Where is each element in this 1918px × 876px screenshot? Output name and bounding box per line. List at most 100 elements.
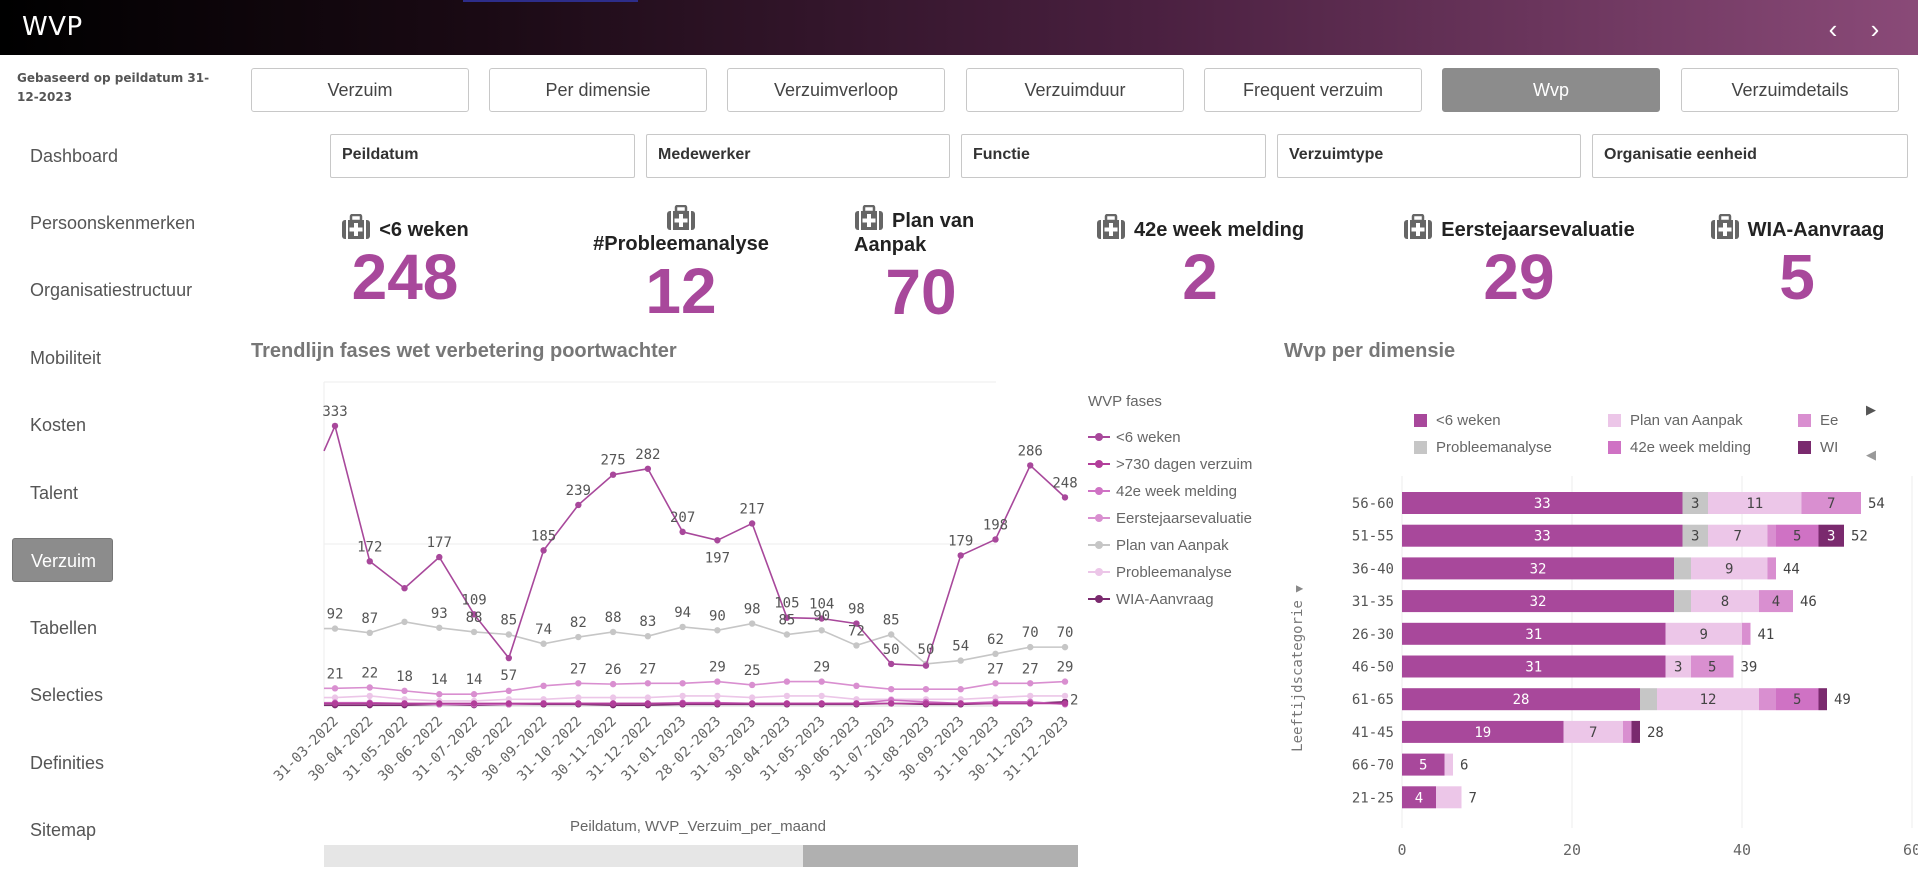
legend-label: Probleemanalyse [1436,439,1552,456]
chevron-left-icon[interactable]: ‹ [1828,14,1838,44]
sidebar-item-selecties[interactable]: Selecties [30,685,104,705]
legend-entry[interactable]: Plan van Aanpak [1608,412,1743,429]
legend-entry[interactable]: Ee [1798,412,1838,429]
legend-swatch [1088,541,1110,549]
bar-segment [1623,720,1632,743]
tab-wvp[interactable]: Wvp [1442,68,1660,112]
tab-per-dimensie[interactable]: Per dimensie [489,68,707,112]
filter-functie[interactable]: Functie [961,134,1266,178]
tab-frequent-verzuim[interactable]: Frequent verzuim [1204,68,1422,112]
tab-verzuimdetails[interactable]: Verzuimdetails [1681,68,1899,112]
legend-entry[interactable]: >730 dagen verzuim [1088,456,1252,473]
bar-segment [1444,753,1453,776]
data-point [748,694,756,701]
data-point [575,700,582,707]
legend-entry[interactable]: <6 weken [1414,412,1501,429]
legend-scroll-right-icon[interactable]: ▶ [1866,402,1876,417]
line-legend-title: WVP fases [1088,393,1162,410]
legend-scroll-left-icon[interactable]: ◀ [1866,447,1876,462]
filter-peildatum[interactable]: Peildatum [330,134,635,178]
data-point [436,691,443,698]
legend-entry[interactable]: 42e week melding [1088,483,1237,500]
legend-swatch [1088,487,1110,495]
sidebar-item-talent[interactable]: Talent [30,483,79,503]
data-point [714,537,721,544]
chevron-right-icon[interactable]: › [1870,14,1880,44]
legend-entry[interactable]: WI [1798,439,1838,456]
filter-verzuimtype[interactable]: Verzuimtype [1277,134,1581,178]
sidebar-item-dashboard[interactable]: Dashboard [30,146,119,166]
data-point [609,680,617,688]
total-label: 6 [1460,758,1468,774]
category-label: 51-55 [1352,529,1394,545]
data-point [331,685,339,692]
data-label: 197 [705,550,730,566]
data-point [1061,494,1069,501]
segment-label: 28 [1513,692,1530,708]
legend-entry[interactable]: Eerstejaarsevaluatie [1088,510,1252,527]
legend-entry[interactable]: Probleemanalyse [1088,564,1232,581]
data-label: 14 [431,672,448,688]
legend-swatch [1608,441,1621,454]
legend-label: >730 dagen verzuim [1116,456,1253,473]
legend-entry[interactable]: Plan van Aanpak [1088,537,1229,554]
app-header: WVP ‹ › [0,0,1918,55]
kpi-value: 248 [351,241,459,313]
segment-label: 31 [1525,627,1542,643]
legend-swatch [1088,433,1110,441]
data-label: 18 [396,669,413,685]
sidebar-item-kosten[interactable]: Kosten [30,415,87,435]
tab-verzuimverloop[interactable]: Verzuimverloop [727,68,945,112]
bar-segment [1665,655,1691,678]
data-point [366,692,373,700]
tab-verzuimduur[interactable]: Verzuimduur [966,68,1184,112]
bar-segment [1665,622,1742,645]
data-label: 85 [883,613,900,629]
legend-label: Plan van Aanpak [1116,537,1229,554]
sidebar-item-persoonskenmerken[interactable]: Persoonskenmerken [30,213,196,233]
scrollbar-thumb[interactable] [803,845,1078,867]
data-point [331,422,339,430]
segment-label: 5 [1708,660,1716,676]
data-label: 27 [1022,661,1039,677]
tab-verzuim[interactable]: Verzuim [251,68,469,112]
legend-label: WI [1820,439,1839,456]
legend-entry[interactable]: Probleemanalyse [1414,439,1552,456]
medical-kit-icon [1710,214,1739,239]
data-point [1061,678,1069,685]
category-label: 41-45 [1352,725,1394,741]
sidebar-item-organisatiestructuur[interactable]: Organisatiestructuur [30,280,193,300]
data-point [644,465,652,472]
kpi-label: 42e week melding [1133,219,1305,241]
bar-segment [1742,622,1751,645]
legend-label: Plan van Aanpak [1630,412,1743,429]
line-chart-title: Trendlijn fases wet verbetering poortwac… [251,340,677,362]
data-label: 90 [813,608,830,624]
line-chart-scrollbar[interactable] [324,845,1078,867]
data-label: 177 [427,535,452,551]
data-point [1027,700,1034,707]
legend-entry[interactable]: <6 weken [1088,429,1181,446]
kpi-label: WIA-Aanvraag [1747,219,1885,241]
bar-segment [1691,655,1734,678]
sidebar-item-tabellen[interactable]: Tabellen [30,618,98,638]
data-point [505,700,513,707]
sidebar-item-definities[interactable]: Definities [30,753,105,773]
kpi-label: #Probleemanalyse [593,233,769,255]
sidebar-item-sitemap[interactable]: Sitemap [30,820,97,840]
segment-label: 19 [1474,725,1491,741]
sidebar-item-verzuim[interactable]: Verzuim [12,538,113,582]
filter-medewerker[interactable]: Medewerker [646,134,950,178]
bar-segment [1640,688,1657,711]
data-point [644,680,652,687]
data-point [783,678,791,685]
sidebar-item-mobiliteit[interactable]: Mobiliteit [30,348,102,368]
legend-entry[interactable]: 42e week melding [1608,439,1751,456]
segment-label: 3 [1827,529,1835,545]
x-tick-label: 40 [1733,841,1751,859]
data-point [401,618,408,626]
filter-organisatie-eenheid[interactable]: Organisatie eenheid [1592,134,1908,178]
legend-entry[interactable]: WIA-Aanvraag [1088,591,1214,608]
